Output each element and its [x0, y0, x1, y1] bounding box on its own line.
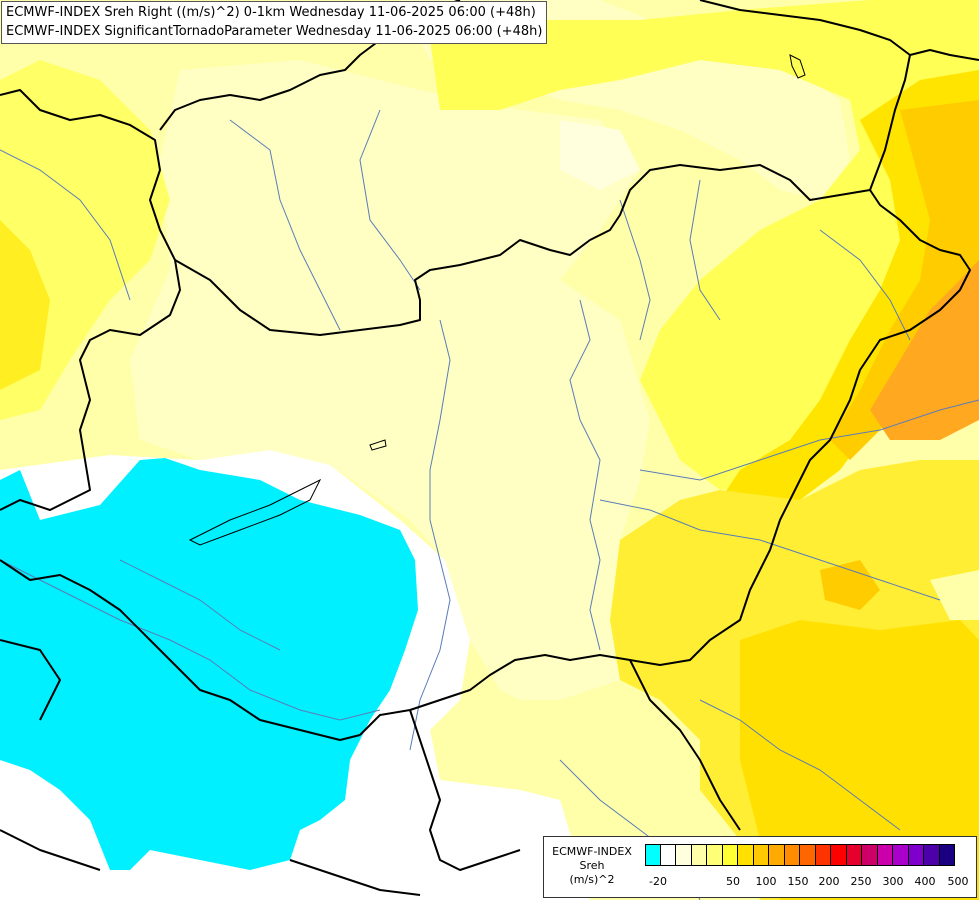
pale-patch [560, 120, 640, 190]
legend-swatch [908, 844, 924, 866]
legend-swatch [691, 844, 707, 866]
river [409, 319, 451, 751]
border-far-south-west [0, 829, 101, 871]
border-central [174, 164, 971, 736]
legend-ticks: -2050100150200250300400500700 [645, 875, 971, 889]
border-south [409, 709, 521, 871]
map-title-box: ECMWF-INDEX Sreh Right ((m/s)^2) 0-1km W… [1, 1, 548, 44]
river [819, 229, 911, 341]
legend-tick-label: 300 [882, 875, 904, 888]
lake [789, 54, 806, 79]
legend-swatch [815, 844, 831, 866]
gold-patch [820, 560, 880, 610]
river [359, 109, 421, 291]
legend-swatch [660, 844, 676, 866]
lake [188, 478, 322, 546]
border-north-east [699, 0, 979, 61]
legend-swatch [924, 844, 940, 866]
legend-swatches [645, 844, 955, 866]
border-south-east [629, 659, 741, 831]
pale-yellow-zone [130, 60, 650, 700]
color-legend: ECMWF-INDEX Sreh (m/s)^2 -20 50 100 150 200 2… [543, 836, 977, 898]
lake [369, 439, 387, 451]
border-south-west [0, 559, 361, 741]
lakes [188, 54, 806, 546]
river [689, 179, 721, 321]
title-line-1: ECMWF-INDEX Sreh Right ((m/s)^2) 0-1km W… [6, 5, 536, 20]
legend-swatch [893, 844, 909, 866]
legend-tick-label: 150 [787, 875, 809, 888]
title-line-2: ECMWF-INDEX SignificantTornadoParameter … [6, 24, 543, 39]
river [699, 699, 901, 831]
deep-yellow-west [0, 220, 50, 390]
legend-tick-label: 500 [947, 875, 969, 888]
legend-line-2: Sreh [579, 859, 605, 872]
cyan-field [0, 458, 418, 870]
river [0, 559, 381, 721]
legend-tick-label: 50 [726, 875, 740, 888]
deep-yellow-south [740, 620, 979, 900]
legend-swatch [800, 844, 816, 866]
legend-swatch [753, 844, 769, 866]
river [639, 399, 979, 481]
legend-swatch [722, 844, 738, 866]
legend-swatch [645, 844, 661, 866]
legend-title: ECMWF-INDEX Sreh (m/s)^2 [548, 845, 636, 887]
border-bottom [289, 859, 421, 896]
legend-line-3: (m/s)^2 [569, 873, 615, 886]
legend-swatch [831, 844, 847, 866]
rivers [0, 109, 979, 900]
river [599, 499, 941, 601]
legend-swatch [877, 844, 893, 866]
legend-swatch [846, 844, 862, 866]
pale-patch-south [930, 570, 979, 620]
legend-swatch [769, 844, 785, 866]
legend-tick-label: 100 [755, 875, 777, 888]
legend-swatch [676, 844, 692, 866]
river [119, 559, 281, 651]
legend-line-1: ECMWF-INDEX [552, 845, 632, 858]
river [0, 149, 131, 301]
orange-east [870, 260, 979, 440]
gold-east [830, 100, 979, 460]
border-west [0, 89, 181, 511]
river [569, 299, 601, 651]
legend-swatch [939, 844, 955, 866]
deep-yellow-east [720, 70, 979, 510]
legend-tick-label: 200 [818, 875, 840, 888]
legend-tick-label: 250 [850, 875, 872, 888]
legend-swatch [707, 844, 723, 866]
border-east-inner [869, 54, 911, 191]
river [229, 119, 341, 331]
legend-tick-label: -20 [649, 875, 667, 888]
legend-swatch [784, 844, 800, 866]
legend-tick-label: 400 [914, 875, 936, 888]
legend-swatch [862, 844, 878, 866]
border-far-west [0, 639, 61, 721]
river [619, 199, 651, 341]
legend-swatch [738, 844, 754, 866]
